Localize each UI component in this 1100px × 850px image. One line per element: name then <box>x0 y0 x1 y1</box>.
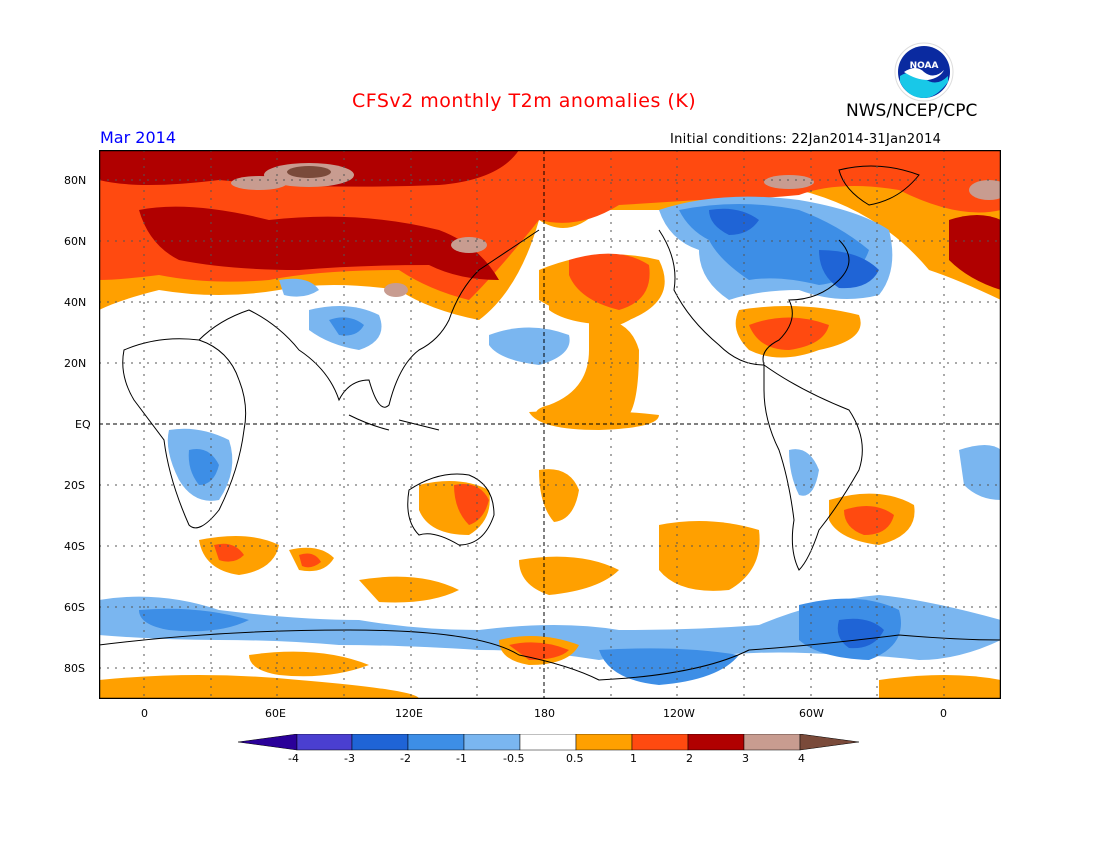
lon-label-120e: 120E <box>395 707 423 720</box>
colorbar-swatch-1-05 <box>463 734 521 751</box>
map-title: CFSv2 monthly T2m anomalies (K) <box>352 90 697 112</box>
colorbar-label: 3 <box>742 752 749 765</box>
lat-label-40s: 40S <box>64 540 85 553</box>
colorbar-label: -1 <box>456 752 467 765</box>
colorbar-swatch-3-2 <box>351 734 409 751</box>
colorbar <box>238 734 860 751</box>
colorbar-label: 4 <box>798 752 805 765</box>
lat-label-40n: 40N <box>64 296 87 309</box>
colorbar-swatch-gt-4 <box>799 734 860 751</box>
colorbar-label: -4 <box>288 752 299 765</box>
map-border <box>99 150 1001 699</box>
agency-label: NWS/NCEP/CPC <box>846 101 978 121</box>
lon-label-0-east: 0 <box>940 707 947 720</box>
colorbar-label: -2 <box>400 752 411 765</box>
colorbar-swatch-3-4 <box>743 734 801 751</box>
lon-label-120w: 120W <box>663 707 695 720</box>
colorbar-swatch-lt-4 <box>238 734 298 751</box>
colorbar-label: 0.5 <box>566 752 584 765</box>
lat-label-80s: 80S <box>64 662 85 675</box>
lat-lon-grid <box>99 150 1001 699</box>
colorbar-swatch-4-3 <box>296 734 353 751</box>
lat-label-20s: 20S <box>64 479 85 492</box>
lon-label-60e: 60E <box>265 707 286 720</box>
equator-dateline <box>99 150 1001 699</box>
lat-label-80n: 80N <box>64 174 87 187</box>
colorbar-swatch-2-3 <box>687 734 745 751</box>
lat-label-60n: 60N <box>64 235 87 248</box>
lat-label-60s: 60S <box>64 601 85 614</box>
colorbar-label: -3 <box>344 752 355 765</box>
svg-text:NOAA: NOAA <box>910 61 939 71</box>
initial-conditions: Initial conditions: 22Jan2014-31Jan2014 <box>670 132 942 147</box>
anomaly-fields <box>99 150 1001 699</box>
colorbar-swatch-neutral <box>519 734 577 751</box>
lat-label-20n: 20N <box>64 357 87 370</box>
colorbar-label: 2 <box>686 752 693 765</box>
colorbar-swatch-1-2 <box>631 734 689 751</box>
lon-label-60w: 60W <box>799 707 824 720</box>
forecast-month: Mar 2014 <box>100 128 176 147</box>
lat-label-eq: EQ <box>75 418 91 431</box>
lon-label-0: 0 <box>141 707 148 720</box>
anomaly-map <box>99 150 1001 699</box>
noaa-logo-icon: NOAA <box>894 42 954 102</box>
colorbar-swatch-05-1 <box>575 734 633 751</box>
lon-label-180: 180 <box>534 707 555 720</box>
colorbar-label: 1 <box>630 752 637 765</box>
colorbar-swatch-2-1 <box>407 734 465 751</box>
colorbar-label: -0.5 <box>503 752 525 765</box>
coastlines <box>99 165 1001 681</box>
